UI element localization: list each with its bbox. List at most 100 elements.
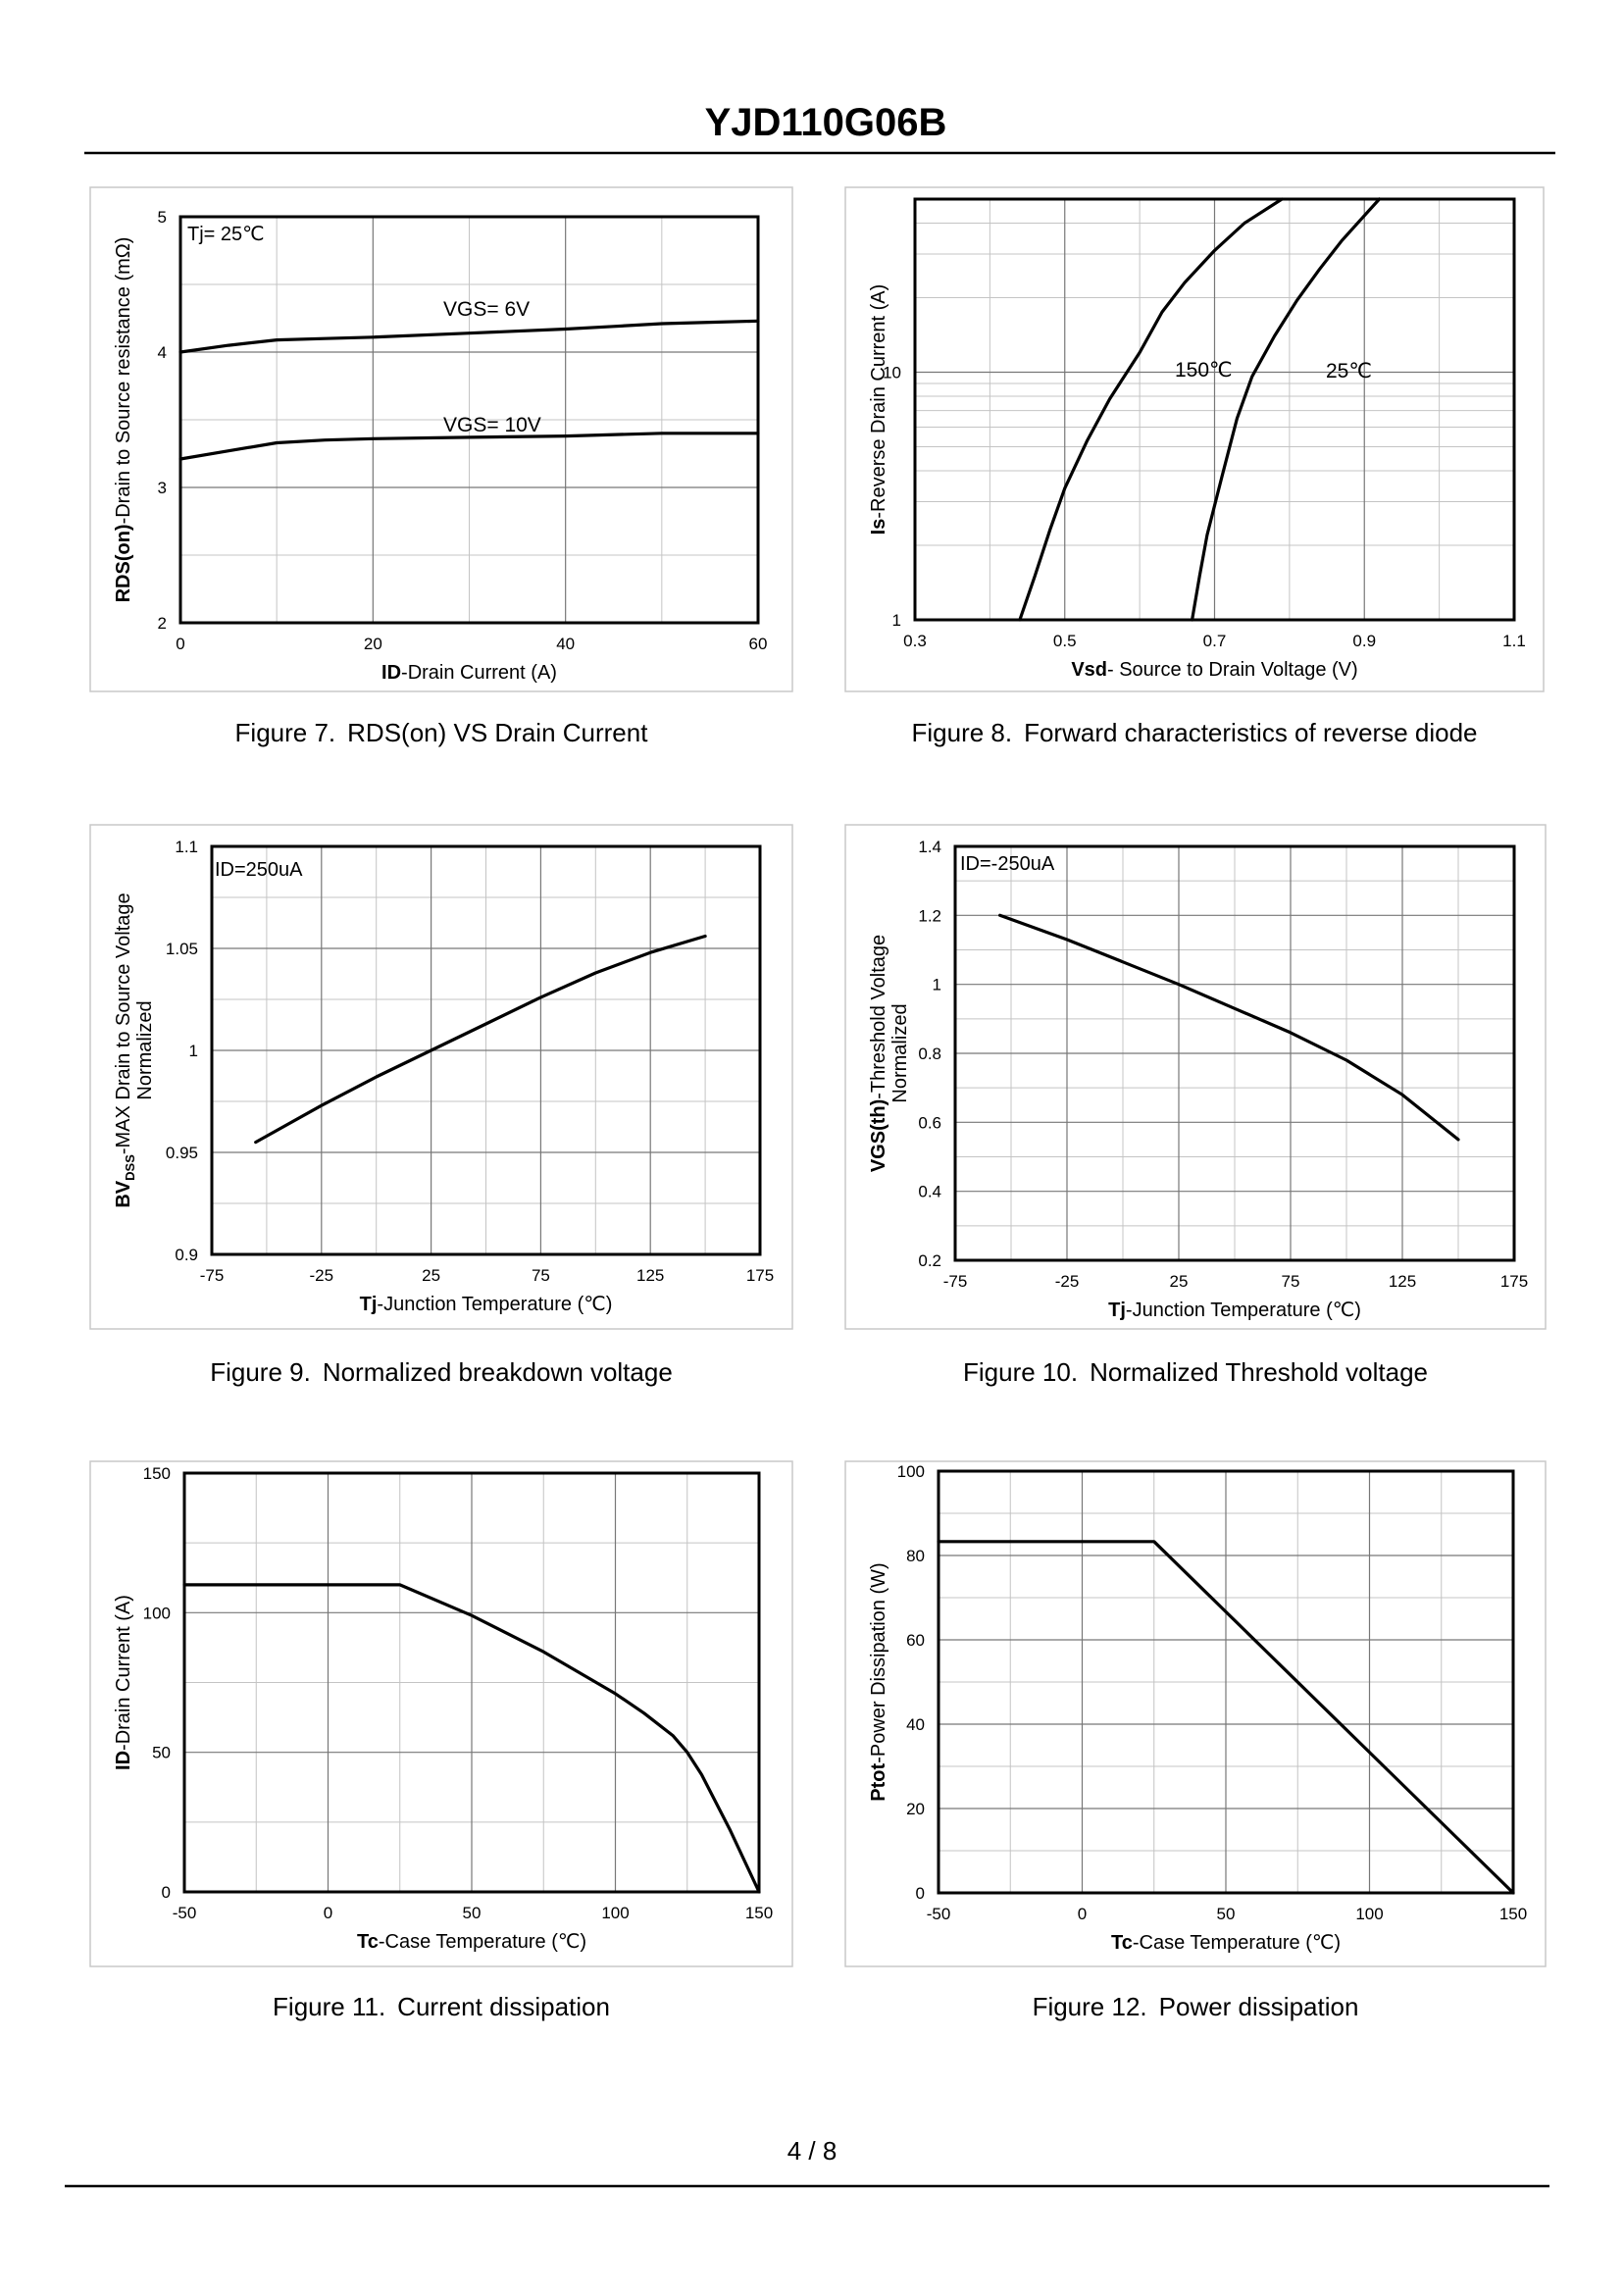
y-tick-label: 100 <box>897 1462 925 1481</box>
x-tick-label: 0.7 <box>1203 632 1227 650</box>
y-axis-label-secondary: Normalized <box>134 1000 156 1099</box>
y-axis-label: Ptot-Power Dissipation (W) <box>868 1562 889 1801</box>
y-tick-label: 150 <box>143 1464 171 1483</box>
y-tick-label: 50 <box>152 1744 171 1762</box>
x-axis-label: ID-Drain Current (A) <box>381 662 557 684</box>
y-tick-label: 1.1 <box>175 838 198 856</box>
series-label: 25℃ <box>1326 360 1372 382</box>
chart-7: 0 20 40 60 2 3 4 5 VGS= 6V VGS= 10V Tj= 25℃ ID-Drai… <box>89 186 793 747</box>
y-tick-label: 3 <box>158 479 167 497</box>
x-tick-label: 0 <box>1078 1905 1087 1923</box>
y-axis-label: BVDSS-MAX Drain to Source Voltage <box>113 892 137 1207</box>
y-tick-label: 40 <box>906 1715 925 1734</box>
series-line <box>182 1583 761 1894</box>
x-tick-label: 75 <box>1282 1272 1300 1291</box>
y-axis-label: Is-Reverse Drain Current (A) <box>868 284 889 535</box>
x-tick-label: 0.5 <box>1053 632 1077 650</box>
y-axis-label: ID-Drain Current (A) <box>113 1595 134 1770</box>
chart-frame <box>89 1460 793 1967</box>
x-tick-label: 20 <box>364 635 382 653</box>
figure-caption: Figure 8. Forward characteristics of reve… <box>911 718 1477 747</box>
x-tick-label: 175 <box>746 1266 774 1285</box>
chart-frame <box>844 824 1547 1330</box>
plot-area-border <box>953 844 1516 1262</box>
series-label: VGS= 6V <box>443 298 530 321</box>
x-axis-label: Tc-Case Temperature (℃) <box>1111 1932 1341 1954</box>
chart-9: -75 -25 25 75 125 175 0.9 0.95 1 1.05 1.1 ID=250uA T… <box>89 824 793 1387</box>
x-tick-label: 150 <box>1499 1905 1527 1923</box>
y-tick-label: 0 <box>916 1884 925 1903</box>
condition-annotation: Tj= 25℃ <box>187 224 265 245</box>
y-tick-label: 4 <box>158 343 167 362</box>
page-number: 4 / 8 <box>787 2136 837 2166</box>
y-tick-label: 1.05 <box>166 940 198 958</box>
plot-area-border <box>182 1471 761 1894</box>
y-tick-label: 10 <box>883 363 901 382</box>
y-axis-label-secondary: Normalized <box>889 1003 911 1102</box>
y-axis-label: VGS(th)-Threshold Voltage <box>868 935 889 1172</box>
y-tick-label: 0.8 <box>918 1045 941 1063</box>
y-tick-label: 60 <box>906 1631 925 1650</box>
x-tick-label: 125 <box>636 1266 664 1285</box>
figure-caption: Figure 9. Normalized breakdown voltage <box>210 1357 673 1387</box>
chart-frame <box>844 186 1545 692</box>
x-tick-label: 175 <box>1500 1272 1528 1291</box>
figure-caption: Figure 12. Power dissipation <box>1033 1992 1359 2021</box>
x-tick-label: 100 <box>601 1904 629 1922</box>
plot-area-border <box>913 197 1516 622</box>
series-label: 150℃ <box>1175 359 1233 382</box>
y-tick-label: 0.9 <box>175 1246 198 1264</box>
x-axis-label: Vsd- Source to Drain Voltage (V) <box>1071 659 1357 681</box>
plot-area-border <box>210 844 762 1256</box>
series-line <box>937 1540 1515 1895</box>
series-line <box>1191 197 1382 622</box>
x-axis-label: Tj-Junction Temperature (℃) <box>360 1294 613 1315</box>
x-tick-label: 0.9 <box>1352 632 1376 650</box>
y-tick-label: 0.2 <box>918 1251 941 1270</box>
y-tick-label: 1 <box>933 976 941 994</box>
series-line <box>1018 197 1284 622</box>
figure-caption: Figure 10. Normalized Threshold voltage <box>963 1357 1428 1387</box>
series-line <box>178 319 760 354</box>
x-tick-label: 0.3 <box>903 632 927 650</box>
x-tick-label: 0 <box>176 635 184 653</box>
figure-caption: Figure 11. Current dissipation <box>273 1992 610 2021</box>
part-number-title: YJD110G06B <box>705 101 947 144</box>
chart-frame <box>844 1460 1547 1967</box>
y-tick-label: 20 <box>906 1800 925 1818</box>
x-tick-label: 25 <box>1170 1272 1189 1291</box>
x-tick-label: -50 <box>927 1905 951 1923</box>
x-axis-label: Tj-Junction Temperature (℃) <box>1108 1300 1361 1321</box>
x-tick-label: 150 <box>745 1904 773 1922</box>
y-tick-label: 1.2 <box>918 906 941 925</box>
series-line <box>178 432 760 461</box>
x-tick-label: -75 <box>943 1272 968 1291</box>
x-axis-label: Tc-Case Temperature (℃) <box>357 1931 586 1953</box>
x-tick-label: 40 <box>556 635 575 653</box>
y-axis-label: RDS(on)-Drain to Source resistance (mΩ) <box>113 237 134 603</box>
x-tick-label: 125 <box>1389 1272 1416 1291</box>
condition-annotation: ID=-250uA <box>960 853 1055 875</box>
x-tick-label: 60 <box>749 635 768 653</box>
y-tick-label: 100 <box>143 1604 171 1622</box>
y-tick-label: 0.6 <box>918 1113 941 1132</box>
x-tick-label: 50 <box>463 1904 482 1922</box>
condition-annotation: ID=250uA <box>215 859 303 881</box>
y-tick-label: 1 <box>189 1042 198 1060</box>
chart-8: 0.3 0.5 0.7 0.9 1.1 1 10 150℃ 25℃ Vsd- Source to … <box>844 186 1545 747</box>
x-tick-label: -25 <box>310 1266 334 1285</box>
figure-caption: Figure 7. RDS(on) VS Drain Current <box>235 718 649 747</box>
x-tick-label: -75 <box>200 1266 225 1285</box>
x-tick-label: 50 <box>1217 1905 1236 1923</box>
y-tick-label: 1.4 <box>918 838 941 856</box>
y-tick-label: 0 <box>162 1883 171 1902</box>
chart-frame <box>89 186 793 692</box>
y-tick-label: 0.4 <box>918 1183 941 1201</box>
x-tick-label: 100 <box>1355 1905 1383 1923</box>
x-tick-label: -50 <box>173 1904 197 1922</box>
y-tick-label: 2 <box>158 614 167 633</box>
y-tick-label: 5 <box>158 208 167 227</box>
